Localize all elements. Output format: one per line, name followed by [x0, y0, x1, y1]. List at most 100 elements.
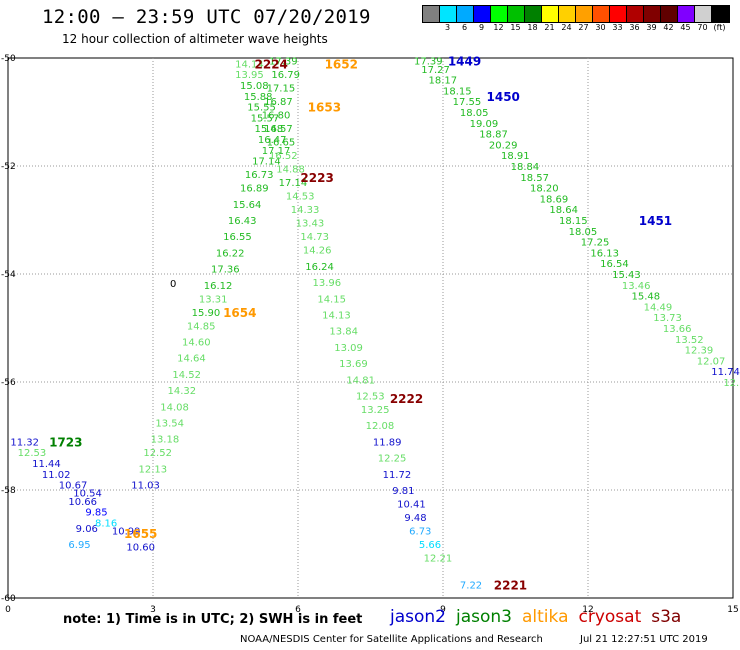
wave-height-value: 14.81	[346, 375, 375, 386]
footer-timestamp: Jul 21 12:27:51 UTC 2019	[580, 634, 708, 645]
wave-height-value: 15.48	[632, 292, 661, 303]
wave-height-value: 14.85	[187, 321, 216, 332]
wave-height-value: 10.60	[126, 543, 155, 554]
color-scale-label: 21	[544, 23, 555, 32]
wave-height-value: 16.87	[264, 97, 293, 108]
wave-height-value: 18.15	[559, 216, 588, 227]
page-title: 12:00 – 23:59 UTC 07/20/2019	[42, 6, 371, 28]
pass-time-label: 1653	[308, 101, 341, 115]
wave-height-value: 13.25	[361, 405, 390, 416]
wave-height-value: 13.54	[155, 419, 184, 430]
wave-height-value: 18.15	[443, 86, 472, 97]
y-tick-label: -58	[1, 486, 16, 496]
wave-height-value: 13.84	[329, 327, 358, 338]
y-tick-label: -50	[1, 54, 16, 64]
wave-height-value: 18.05	[569, 227, 598, 238]
wave-height-value: 16.47	[258, 135, 287, 146]
wave-height-value: 12.53	[18, 448, 47, 459]
pass-time-label: 1655	[124, 527, 157, 541]
wave-height-value: 12.21	[424, 554, 453, 565]
color-swatch	[576, 6, 593, 22]
color-scale-label: 27	[578, 23, 589, 32]
pass-time-label: 1449	[448, 55, 481, 69]
color-swatch	[525, 6, 542, 22]
wave-height-value: 5.66	[419, 540, 441, 551]
axis-ticks: 0 3 6 9 12 15 -50 -52 -54 -56 -58 -60	[1, 54, 739, 615]
wave-height-value: 18.17	[429, 76, 458, 87]
wave-height-value: 19.09	[470, 119, 499, 130]
color-swatch	[593, 6, 610, 22]
wave-height-value: 13.95	[235, 70, 264, 81]
wave-height-value: 14.73	[300, 232, 329, 243]
wave-height-value: 16.12	[204, 281, 233, 292]
wave-height-value: 14.60	[182, 338, 211, 349]
wave-height-value: 16.89	[240, 184, 269, 195]
wave-height-value: 12.52	[143, 448, 172, 459]
wave-height-value: 6.95	[68, 540, 90, 551]
wave-height-value: 9.85	[85, 508, 107, 519]
color-scale-label: 36	[629, 23, 640, 32]
wave-height-value: 13.69	[339, 359, 368, 370]
color-scale-labels: 3 6 9 12 15 18 21 24 27 30 33 36 39 42 45 70 (ft)	[422, 23, 728, 35]
wave-height-value: 18.87	[479, 130, 508, 141]
color-scale-label: 9	[478, 23, 485, 32]
color-swatch	[610, 6, 627, 22]
wave-height-value: 14.13	[322, 311, 351, 322]
wave-height-value: 11.74	[711, 367, 740, 378]
wave-height-value: 15.64	[233, 200, 262, 211]
color-scale-label: 18	[527, 23, 538, 32]
y-tick-label: -52	[1, 162, 16, 172]
wave-height-value: 13.73	[653, 313, 682, 324]
footer-credit: NOAA/NESDIS Center for Satellite Applica…	[240, 634, 543, 645]
color-scale-bar	[422, 5, 730, 23]
wave-height-value: 10.66	[68, 497, 97, 508]
color-scale-label: 42	[663, 23, 674, 32]
y-tick-label: -60	[1, 594, 16, 604]
wave-height-value: 14.88	[276, 165, 305, 176]
wave-height-value: 18.84	[511, 162, 540, 173]
satellite-legend: jason2 jason3 altika cryosat s3a	[390, 607, 681, 627]
color-swatch	[627, 6, 644, 22]
wave-height-value: 17.14	[279, 178, 308, 189]
wave-height-value: 10.99	[112, 527, 141, 538]
pass-time-label: 1652	[325, 57, 358, 71]
wave-height-value: 18.69	[540, 194, 569, 205]
pass-time-label: 2222	[390, 392, 423, 406]
y-tick-label: -54	[1, 270, 16, 280]
wave-height-value: 16.13	[590, 248, 619, 259]
wave-height-value: 15.08	[240, 81, 269, 92]
stray-zero-label: 0	[170, 279, 176, 290]
color-scale-label: 70	[697, 23, 708, 32]
color-swatch	[678, 6, 695, 22]
color-swatch	[508, 6, 525, 22]
legend-item-altika: altika	[522, 607, 569, 627]
wave-height-value: 9.06	[76, 524, 98, 535]
wave-height-value: 15.43	[612, 270, 641, 281]
wave-height-value: 11.89	[373, 437, 402, 448]
map-frame	[7, 57, 734, 599]
wave-height-value: 14.08	[160, 402, 189, 413]
wave-height-value: 17.25	[581, 238, 610, 249]
wave-height-value: 18.20	[530, 184, 559, 195]
color-swatch	[661, 6, 678, 22]
color-swatch	[712, 6, 729, 22]
color-scale-label: 12	[493, 23, 504, 32]
color-swatch	[644, 6, 661, 22]
wave-height-value: 14.14	[235, 59, 264, 70]
pass-time-label: 1451	[639, 214, 672, 228]
color-swatch	[440, 6, 457, 22]
x-tick-label: 6	[295, 605, 301, 615]
wave-height-value: 17.55	[453, 97, 482, 108]
wave-height-value: 14.49	[644, 302, 673, 313]
wave-height-value: 14.33	[291, 205, 320, 216]
wave-height-value: 17.39	[269, 57, 298, 68]
wave-height-value: 15.88	[244, 92, 273, 103]
color-swatch	[423, 6, 440, 22]
wave-height-value: 12.13	[139, 464, 168, 475]
wave-height-value: 13.96	[313, 278, 342, 289]
wave-height-value: 20.29	[489, 140, 518, 151]
color-scale-label: 39	[646, 23, 657, 32]
color-scale-label: 33	[612, 23, 623, 32]
pass-time-label: 1450	[487, 90, 520, 104]
